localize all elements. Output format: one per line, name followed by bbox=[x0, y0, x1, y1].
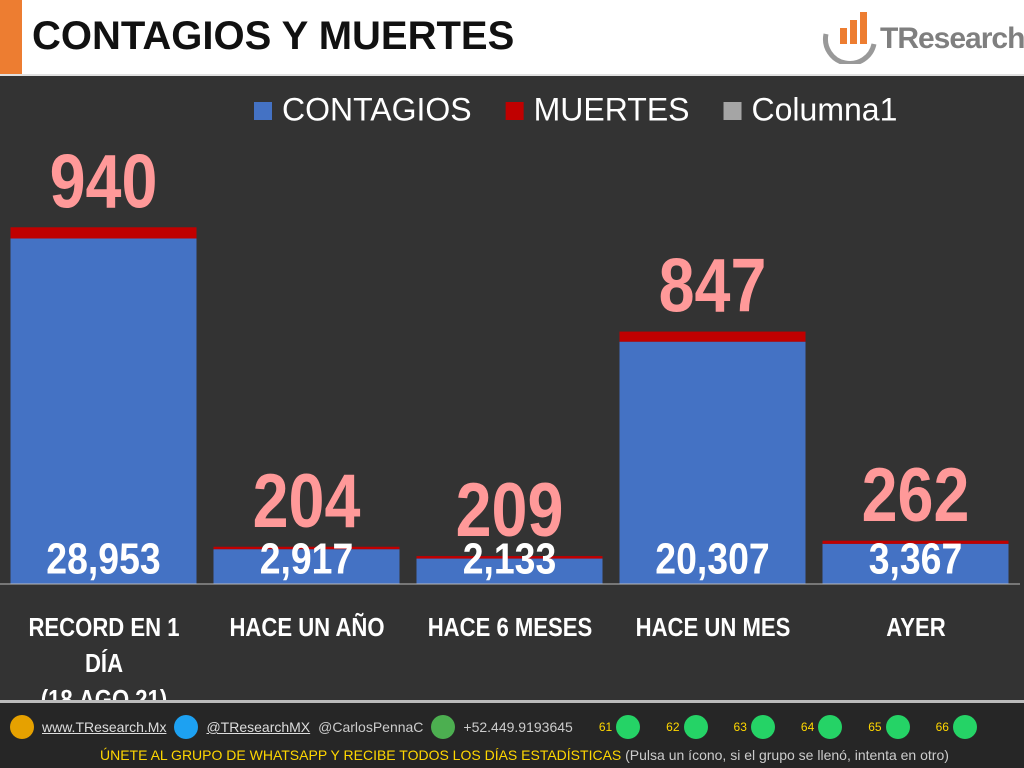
legend-label: MUERTES bbox=[534, 91, 690, 127]
legend-swatch bbox=[505, 102, 524, 120]
footer-links: www.TResearch.Mx @TResearchMX @CarlosPen… bbox=[10, 715, 977, 739]
bar bbox=[213, 549, 400, 584]
value-label: 209 bbox=[456, 467, 564, 552]
group-number: 62 bbox=[666, 720, 680, 734]
value-label: 847 bbox=[659, 243, 767, 328]
globe-icon bbox=[10, 715, 34, 739]
x-tick-label: HACE UN AÑO bbox=[228, 612, 385, 642]
legend-swatch bbox=[723, 102, 742, 120]
group-number: 63 bbox=[733, 720, 747, 734]
group-number: 66 bbox=[935, 720, 949, 734]
legend-label: Columna1 bbox=[752, 91, 898, 127]
accent bbox=[0, 0, 22, 74]
bar bbox=[416, 558, 603, 584]
bar bbox=[619, 341, 806, 584]
whatsapp-group[interactable]: 65 bbox=[868, 715, 910, 739]
whatsapp-group[interactable]: 64 bbox=[800, 715, 843, 739]
whatsapp-icon bbox=[885, 715, 910, 739]
site-link[interactable]: www.TResearch.Mx bbox=[42, 719, 167, 735]
group-number: 61 bbox=[598, 720, 613, 734]
whatsapp-icon bbox=[683, 715, 708, 739]
whatsapp-icon bbox=[952, 715, 977, 739]
twitter-link[interactable]: @TResearchMX bbox=[206, 719, 311, 735]
x-tick-label: AYER bbox=[885, 612, 946, 642]
whatsapp-icon bbox=[616, 715, 641, 739]
whatsapp-group[interactable]: 63 bbox=[734, 715, 775, 739]
bar bbox=[822, 543, 1009, 584]
bar bbox=[213, 546, 400, 550]
value-label: 262 bbox=[862, 452, 970, 537]
bar bbox=[10, 238, 197, 584]
header: CONTAGIOS Y MUERTES TResearch bbox=[0, 0, 1024, 76]
note: (Pulsa un ícono, si el grupo se llenó, i… bbox=[625, 747, 949, 763]
footer: www.TResearch.Mx @TResearchMX @CarlosPen… bbox=[0, 700, 1024, 768]
footer-cta: ÚNETE AL GRUPO DE WHATSAPP Y RECIBE TODO… bbox=[100, 747, 949, 763]
value-label: 204 bbox=[253, 458, 361, 543]
bar bbox=[619, 331, 806, 342]
twitter-icon bbox=[174, 715, 199, 739]
value-label: 20,307 bbox=[655, 534, 769, 584]
author: @CarlosPennaC bbox=[318, 719, 424, 735]
group-number: 64 bbox=[800, 720, 815, 734]
bar bbox=[416, 556, 603, 559]
title: CONTAGIOS Y MUERTES bbox=[32, 14, 515, 58]
chart: CONTAGIOS MUERTES Columna128,9539402,91720… bbox=[0, 91, 1020, 585]
value-label: 940 bbox=[50, 138, 158, 223]
chart-area: CONTAGIOS MUERTES Columna1 28,953 940 2,917 20… bbox=[0, 76, 1024, 714]
cta: ÚNETE AL GRUPO DE WHATSAPP Y RECIBE TODO… bbox=[100, 747, 622, 763]
value-label: 2,133 bbox=[463, 534, 557, 584]
logo: TResearch bbox=[880, 22, 1024, 55]
value-label: 2,917 bbox=[260, 534, 354, 584]
whatsapp-group[interactable]: 61 bbox=[598, 715, 641, 739]
legend-swatch bbox=[254, 102, 272, 120]
whatsapp-icon bbox=[750, 715, 775, 739]
x-tick-label: HACE 6 MESES bbox=[427, 612, 592, 642]
logo-icon bbox=[823, 12, 877, 64]
whatsapp-group[interactable]: 62 bbox=[666, 715, 708, 739]
legend-label: CONTAGIOS bbox=[282, 91, 472, 127]
phone-icon bbox=[431, 715, 456, 739]
value-label: 3,367 bbox=[869, 534, 963, 584]
phone: +52.449.9193645 bbox=[463, 719, 573, 735]
value-label: 28,953 bbox=[46, 534, 160, 584]
bar bbox=[10, 227, 197, 239]
group-number: 65 bbox=[868, 720, 882, 734]
bar bbox=[822, 540, 1009, 544]
whatsapp-icon bbox=[818, 715, 843, 739]
whatsapp-group[interactable]: 66 bbox=[936, 715, 977, 739]
x-tick-label: HACE UN MES bbox=[635, 612, 790, 642]
